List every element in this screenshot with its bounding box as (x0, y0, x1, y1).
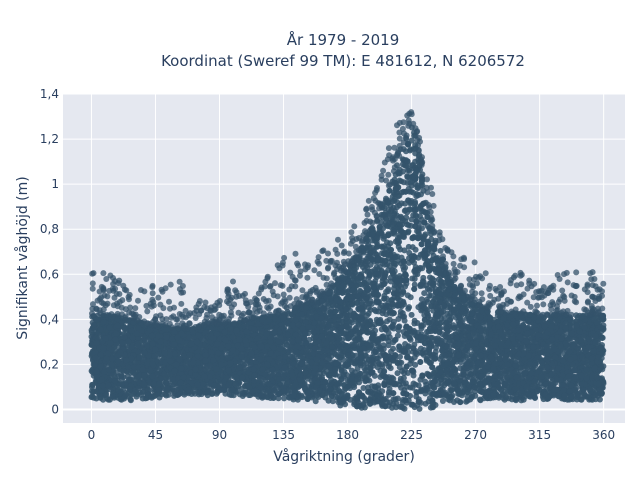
data-point (385, 342, 392, 349)
data-point (408, 311, 415, 318)
data-points (88, 109, 607, 412)
data-point (424, 285, 431, 292)
data-point (412, 361, 419, 368)
data-point (402, 283, 409, 290)
data-point (411, 281, 418, 288)
data-point (400, 263, 407, 270)
data-point (421, 290, 428, 297)
chart-title-line1: År 1979 - 2019 (287, 30, 400, 49)
data-point (465, 332, 472, 339)
data-point (439, 398, 446, 404)
data-point (381, 368, 388, 374)
data-point (405, 305, 412, 312)
data-point (121, 325, 128, 332)
data-point (427, 379, 434, 386)
data-point (329, 398, 336, 405)
data-point (395, 316, 402, 322)
data-point (418, 296, 425, 303)
data-point (360, 385, 367, 391)
data-point (447, 302, 454, 309)
data-point (408, 216, 415, 223)
data-point (396, 273, 403, 279)
data-point (422, 378, 429, 385)
data-point (398, 384, 405, 391)
chart-title-line2: Koordinat (Sweref 99 TM): E 481612, N 62… (161, 52, 525, 70)
data-point (573, 312, 580, 319)
data-point (401, 247, 408, 254)
data-point (394, 370, 401, 377)
data-point (450, 324, 457, 331)
data-point (401, 207, 408, 214)
data-point (467, 396, 474, 403)
